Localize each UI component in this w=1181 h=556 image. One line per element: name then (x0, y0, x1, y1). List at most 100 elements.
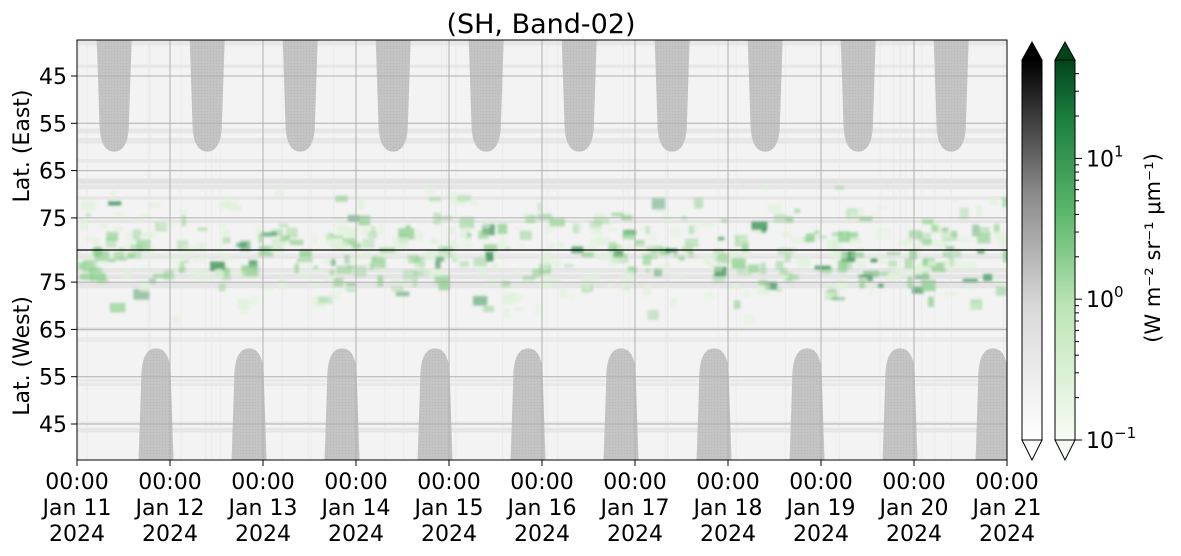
radiance-cell (721, 219, 728, 223)
radiance-cell (709, 260, 723, 272)
x-tick-label-time: 00:00 (417, 470, 480, 495)
daylight-block-west (138, 348, 174, 460)
radiance-cell (694, 197, 704, 209)
daylight-block-west (975, 348, 1007, 460)
radiance-cell (742, 289, 751, 298)
x-tick-label-year: 2024 (328, 522, 384, 547)
radiance-cell (688, 225, 694, 235)
x-tick-label-date: Jan 12 (134, 496, 205, 521)
radiance-cell (123, 243, 135, 254)
y-label-east: Lat. (East) (10, 90, 35, 203)
radiance-cell (286, 227, 298, 239)
radiance-cell (433, 212, 441, 225)
x-tick-label-year: 2024 (607, 522, 663, 547)
radiance-cell (823, 281, 834, 289)
radiance-cell (786, 274, 800, 281)
x-tick-label-date: Jan 20 (878, 496, 949, 521)
radiance-cell (932, 262, 946, 272)
radiance-cell (459, 217, 475, 229)
daylight-block-east (468, 40, 504, 152)
radiance-cell (89, 273, 106, 282)
x-tick-label-time: 00:00 (510, 470, 573, 495)
y-tick-label-west: 65 (39, 318, 67, 343)
x-tick-label-year: 2024 (700, 522, 756, 547)
radiance-cell (537, 213, 552, 221)
radiance-cell (928, 296, 934, 307)
radiance-cell (172, 258, 184, 269)
radiance-cell (525, 214, 536, 224)
y-tick-label-east: 65 (39, 160, 67, 185)
radiance-cell (976, 205, 982, 218)
radiance-cell (863, 272, 878, 276)
radiance-cell (878, 253, 886, 264)
radiance-cell (993, 224, 1000, 233)
radiance-cell (943, 259, 952, 269)
radiance-cell (911, 287, 924, 294)
radiance-cell (109, 302, 126, 313)
radiance-cell (950, 230, 958, 237)
radiance-cell (148, 202, 161, 208)
radiance-cell (447, 191, 456, 196)
radiance-cell (837, 260, 848, 273)
radiance-cell (376, 251, 388, 262)
radiance-cell (624, 270, 634, 280)
gridlines (77, 40, 1007, 460)
radiance-cell (133, 289, 150, 300)
radiance-cell (988, 196, 999, 206)
colorbar-tick-label: 100 (1086, 283, 1124, 313)
radiance-cell (494, 252, 500, 258)
radiance-cell (949, 249, 962, 258)
radiance-cell (108, 258, 116, 263)
radiance-cell (559, 286, 568, 298)
radiance-cell (131, 217, 144, 224)
radiance-cell (855, 259, 866, 270)
radiance-cell (777, 247, 794, 256)
radiance-cell (197, 227, 208, 232)
radiance-cell (483, 244, 498, 252)
radiance-cell (775, 260, 784, 270)
radiance-cell (221, 269, 232, 281)
radiance-cell (107, 248, 122, 254)
radiance-cell (143, 232, 157, 238)
radiance-cell (265, 286, 273, 291)
radiance-cell (317, 296, 333, 304)
radiance-cell (909, 250, 918, 260)
radiance-cell (140, 280, 150, 291)
radiance-cell (578, 221, 583, 230)
radiance-cell (514, 267, 521, 276)
radiance-cell (607, 258, 619, 267)
colorbar-greys-top-extension (1021, 40, 1043, 61)
radiance-cell (342, 237, 355, 245)
radiance-cell (779, 275, 789, 279)
radiance-cell (113, 211, 125, 218)
daylight-block-west (882, 348, 918, 460)
radiance-cell (539, 276, 552, 289)
radiance-cell (459, 261, 469, 268)
radiance-cell (965, 285, 976, 291)
radiance-cell (405, 278, 414, 284)
radiance-cell (866, 254, 880, 258)
y-axis-west: 75 65 55 45 (39, 271, 77, 438)
x-tick-label-time: 00:00 (324, 470, 387, 495)
radiance-cell (223, 237, 231, 244)
radiance-cell (851, 252, 864, 258)
radiance-cell (125, 232, 133, 242)
radiance-cell (313, 265, 318, 270)
colorbar-greens-bottom-extension (1054, 439, 1076, 462)
radiance-cell (514, 307, 524, 311)
radiance-cell (379, 222, 384, 235)
radiance-cell (620, 283, 630, 291)
radiance-cell (859, 280, 865, 289)
x-tick-label-year: 2024 (793, 522, 849, 547)
colorbar-greens (1054, 40, 1076, 462)
radiance-cell (395, 291, 410, 297)
radiance-cell (670, 272, 685, 280)
radiance-cell (870, 212, 881, 218)
radiance-cell (869, 284, 874, 295)
radiance-cell (972, 224, 980, 237)
radiance-cell (957, 236, 974, 242)
radiance-cell (597, 252, 613, 261)
radiance-cell (593, 217, 610, 225)
radiance-cell (670, 227, 681, 239)
